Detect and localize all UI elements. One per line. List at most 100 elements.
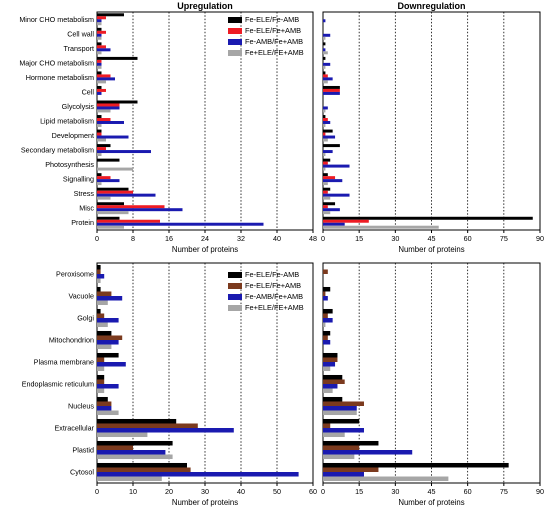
bar-development-fe-ele-fe-amb xyxy=(323,132,326,136)
bar-nucleus-fe-ele-fe-amb xyxy=(97,396,108,402)
x-tick-label: 60 xyxy=(309,487,317,496)
bar-protein-fe-ele-fe-amb xyxy=(97,219,160,223)
legend-label: Fe-ELE/Fe-AMB xyxy=(245,270,299,279)
x-tick-label: 75 xyxy=(500,234,508,243)
chart-panel-1: Minor CHO metabolism Cell wall Transport Ma… xyxy=(19,1,317,254)
x-tick-label: 30 xyxy=(201,487,209,496)
bar-cell-fe-amb-fe-amb xyxy=(323,91,340,95)
bar-transport-fe-ele-fe-amb xyxy=(323,42,326,46)
category-label: Cell wall xyxy=(67,29,94,38)
bar-plastid-fe-amb-fe-amb xyxy=(97,450,166,455)
bar-cytosol-fe-ele-fe-amb xyxy=(323,462,509,468)
bar-photosynthesis-fe-amb-fe-amb xyxy=(323,164,350,168)
bar-major-cho-metabolism-fe-amb-fe-amb xyxy=(97,62,102,66)
bar-cytosol-fe-ele-fe-amb xyxy=(97,476,162,482)
bar-development-fe-ele-fe-amb xyxy=(323,138,328,142)
x-tick-label: 30 xyxy=(391,487,399,496)
legend-swatch-fe-ele-fe-amb xyxy=(228,305,242,311)
bar-plasma-membrane-fe-ele-fe-amb xyxy=(97,352,119,358)
bar-misc-fe-amb-fe-amb xyxy=(323,208,340,212)
bar-plastid-fe-ele-fe-amb xyxy=(323,445,360,450)
bar-protein-fe-ele-fe-amb xyxy=(97,225,124,229)
bar-development-fe-ele-fe-amb xyxy=(323,129,333,133)
bar-major-cho-metabolism-fe-ele-fe-amb xyxy=(97,59,102,63)
category-label: Endoplasmic reticulum xyxy=(22,380,94,389)
legend: Fe-ELE/Fe-AMB Fe-ELE/Fe+AMB Fe-AMB/Fe+AMB F… xyxy=(228,15,304,57)
x-axis-label: Number of proteins xyxy=(398,498,464,507)
legend-label: Fe+ELE/FE+AMB xyxy=(245,303,304,312)
bar-plasma-membrane-fe-amb-fe-amb xyxy=(97,362,126,367)
legend-label: Fe-AMB/Fe+AMB xyxy=(245,292,303,301)
bar-extracellular-fe-amb-fe-amb xyxy=(97,428,234,433)
bar-transport-fe-ele-fe-amb xyxy=(97,42,102,46)
bar-extracellular-fe-ele-fe-amb xyxy=(323,418,360,424)
x-tick-label: 50 xyxy=(273,487,281,496)
bar-major-cho-metabolism-fe-amb-fe-amb xyxy=(323,62,331,66)
category-label: Major CHO metabolism xyxy=(19,58,94,67)
x-tick-label: 45 xyxy=(428,487,436,496)
x-tick-label: 32 xyxy=(237,234,245,243)
bar-cell-wall-fe-amb-fe-amb xyxy=(323,33,331,37)
bar-lipid-metabolism-fe-amb-fe-amb xyxy=(97,121,124,124)
x-axis-label: Number of proteins xyxy=(398,245,464,254)
category-label: Mitochondrion xyxy=(49,336,94,345)
bar-signalling-fe-ele-fe-amb xyxy=(323,182,328,186)
bar-mitochondrion-fe-ele-fe-amb xyxy=(97,335,123,340)
bar-transport-fe-amb-fe-amb xyxy=(323,48,326,52)
bar-nucleus-fe-ele-fe-amb xyxy=(323,396,343,402)
bar-lipid-metabolism-fe-ele-fe-amb xyxy=(323,118,328,121)
bar-cell-wall-fe-ele-fe-amb xyxy=(97,36,102,40)
bar-secondary-metabolism-fe-amb-fe-amb xyxy=(97,150,151,154)
bar-cytosol-fe-ele-fe-amb xyxy=(323,467,379,472)
bar-golgi-fe-amb-fe-amb xyxy=(97,318,119,323)
bar-endoplasmic-reticulum-fe-ele-fe-amb xyxy=(97,379,105,384)
bar-cytosol-fe-ele-fe-amb xyxy=(323,476,449,482)
bar-plasma-membrane-fe-ele-fe-amb xyxy=(323,352,338,358)
bar-signalling-fe-amb-fe-amb xyxy=(323,179,343,183)
bar-minor-cho-metabolism-fe-ele-fe-amb xyxy=(97,22,102,26)
bar-nucleus-fe-amb-fe-amb xyxy=(323,406,357,411)
x-tick-label: 8 xyxy=(131,234,135,243)
bar-cell-wall-fe-amb-fe-amb xyxy=(97,33,102,37)
bar-glycolysis-fe-ele-fe-amb xyxy=(323,109,326,113)
bar-hormone-metabolism-fe-ele-fe-amb xyxy=(323,71,326,75)
bar-mitochondrion-fe-amb-fe-amb xyxy=(323,340,331,345)
x-tick-label: 45 xyxy=(428,234,436,243)
bar-hormone-metabolism-fe-amb-fe-amb xyxy=(97,77,115,81)
legend-swatch-fe-ele-fe-amb xyxy=(228,283,242,289)
bar-stress-fe-amb-fe-amb xyxy=(97,193,156,197)
category-label: Minor CHO metabolism xyxy=(19,15,94,24)
chart-panel-4: 0 15 30 45 60 75 90 Number of proteins xyxy=(321,262,544,507)
category-label: Development xyxy=(52,131,94,140)
bar-vacuole-fe-ele-fe-amb xyxy=(97,291,112,296)
category-label: Signalling xyxy=(63,175,94,184)
bar-cell-fe-ele-fe-amb xyxy=(323,88,340,92)
bar-development-fe-ele-fe-amb xyxy=(97,129,102,133)
bar-misc-fe-ele-fe-amb xyxy=(97,211,129,215)
bar-endoplasmic-reticulum-fe-ele-fe-amb xyxy=(323,388,333,394)
bar-peroxisome-fe-amb-fe-amb xyxy=(97,274,105,279)
x-tick-label: 60 xyxy=(464,487,472,496)
x-tick-label: 15 xyxy=(355,487,363,496)
bar-photosynthesis-fe-ele-fe-amb xyxy=(97,158,120,162)
bar-endoplasmic-reticulum-fe-ele-fe-amb xyxy=(97,374,105,380)
bar-vacuole-fe-ele-fe-amb xyxy=(323,291,326,296)
bar-vacuole-fe-ele-fe-amb xyxy=(97,286,101,292)
bar-misc-fe-ele-fe-amb xyxy=(323,211,331,215)
bar-transport-fe-ele-fe-amb xyxy=(323,51,328,55)
category-label: Peroxisome xyxy=(56,270,94,279)
bar-plastid-fe-ele-fe-amb xyxy=(323,454,355,460)
bar-lipid-metabolism-fe-ele-fe-amb xyxy=(323,115,326,119)
bar-transport-fe-amb-fe-amb xyxy=(97,48,111,52)
x-tick-label: 20 xyxy=(165,487,173,496)
chart-panel-3: Peroxisome Vacuole Golgi Mitochondrion Plasm… xyxy=(22,262,317,507)
category-label: Plasma membrane xyxy=(34,358,94,367)
bar-plastid-fe-ele-fe-amb xyxy=(97,440,173,446)
legend-swatch-fe-ele-fe-amb xyxy=(228,28,242,34)
bar-extracellular-fe-ele-fe-amb xyxy=(323,423,331,428)
x-axis-label: Number of proteins xyxy=(172,498,238,507)
bar-hormone-metabolism-fe-ele-fe-amb xyxy=(97,74,111,78)
bar-development-fe-ele-fe-amb xyxy=(97,132,102,136)
bar-extracellular-fe-amb-fe-amb xyxy=(323,428,364,433)
bar-secondary-metabolism-fe-amb-fe-amb xyxy=(323,150,333,154)
